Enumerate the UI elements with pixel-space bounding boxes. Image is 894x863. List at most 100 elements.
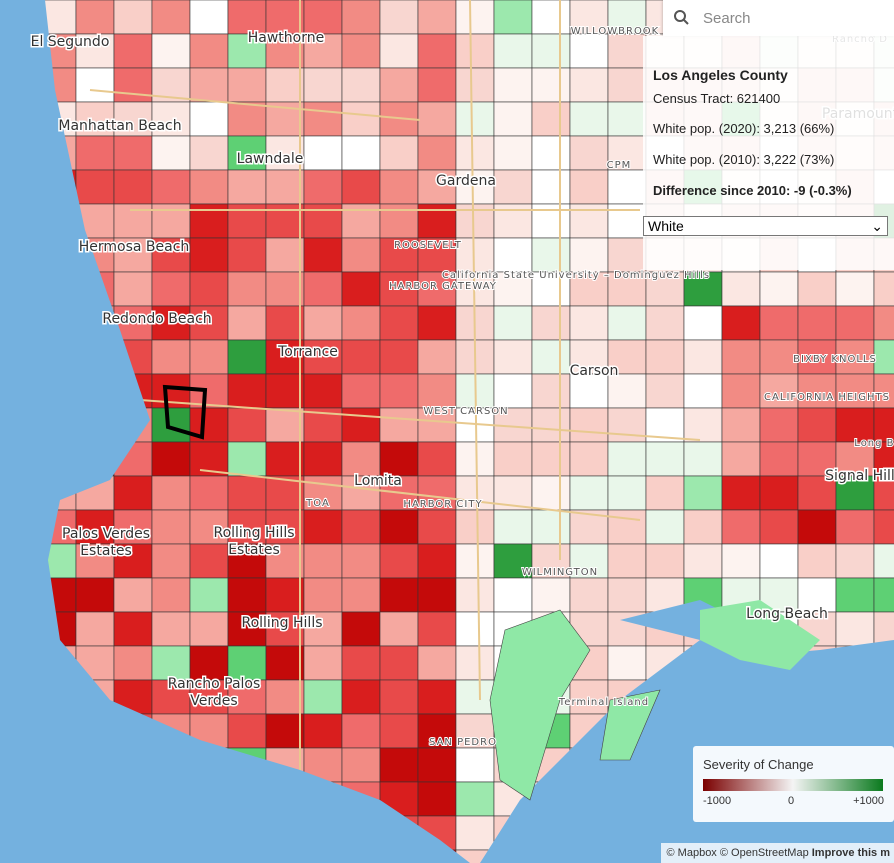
census-tract[interactable] xyxy=(189,611,229,647)
census-tract[interactable] xyxy=(531,577,571,613)
census-tract[interactable] xyxy=(721,509,761,545)
census-tract[interactable] xyxy=(493,509,533,545)
census-tract[interactable] xyxy=(835,407,875,443)
census-tract[interactable] xyxy=(759,543,799,579)
census-tract[interactable] xyxy=(303,67,343,103)
census-tract[interactable] xyxy=(227,271,267,307)
census-tract[interactable] xyxy=(531,305,571,341)
census-tract[interactable] xyxy=(303,135,343,171)
census-tract[interactable] xyxy=(303,577,343,613)
census-tract[interactable] xyxy=(265,33,305,69)
census-tract[interactable] xyxy=(341,509,381,545)
census-tract[interactable] xyxy=(607,33,647,69)
census-tract[interactable] xyxy=(531,373,571,409)
census-tract[interactable] xyxy=(113,509,153,545)
census-tract[interactable] xyxy=(265,407,305,443)
census-tract[interactable] xyxy=(569,373,609,409)
census-tract[interactable] xyxy=(75,611,115,647)
census-tract[interactable] xyxy=(607,577,647,613)
census-tract[interactable] xyxy=(265,67,305,103)
census-tract[interactable] xyxy=(493,169,533,205)
census-tract[interactable] xyxy=(151,475,191,511)
census-tract[interactable] xyxy=(303,713,343,749)
census-tract[interactable] xyxy=(151,441,191,477)
census-tract[interactable] xyxy=(455,611,495,647)
census-tract[interactable] xyxy=(569,475,609,511)
census-tract[interactable] xyxy=(341,475,381,511)
census-tract[interactable] xyxy=(189,271,229,307)
census-tract[interactable] xyxy=(531,67,571,103)
census-tract[interactable] xyxy=(379,135,419,171)
census-tract[interactable] xyxy=(569,577,609,613)
census-tract[interactable] xyxy=(417,135,457,171)
census-tract[interactable] xyxy=(645,305,685,341)
census-tract[interactable] xyxy=(721,475,761,511)
census-tract[interactable] xyxy=(341,373,381,409)
census-tract[interactable] xyxy=(683,373,723,409)
census-tract[interactable] xyxy=(227,0,267,35)
census-tract[interactable] xyxy=(455,33,495,69)
census-tract[interactable] xyxy=(417,747,457,783)
census-tract[interactable] xyxy=(455,747,495,783)
census-tract[interactable] xyxy=(683,339,723,375)
census-tract[interactable] xyxy=(379,271,419,307)
census-tract[interactable] xyxy=(493,577,533,613)
census-tract[interactable] xyxy=(417,577,457,613)
census-tract[interactable] xyxy=(417,509,457,545)
census-tract[interactable] xyxy=(341,679,381,715)
census-tract[interactable] xyxy=(265,509,305,545)
census-tract[interactable] xyxy=(683,509,723,545)
census-tract[interactable] xyxy=(873,407,894,443)
census-tract[interactable] xyxy=(341,339,381,375)
census-tract[interactable] xyxy=(341,713,381,749)
census-tract[interactable] xyxy=(721,407,761,443)
census-tract[interactable] xyxy=(341,645,381,681)
census-tract[interactable] xyxy=(455,441,495,477)
census-tract[interactable] xyxy=(303,169,343,205)
census-tract[interactable] xyxy=(265,577,305,613)
census-tract[interactable] xyxy=(113,543,153,579)
census-tract[interactable] xyxy=(227,67,267,103)
census-tract[interactable] xyxy=(721,339,761,375)
census-tract[interactable] xyxy=(493,237,533,273)
census-tract[interactable] xyxy=(759,441,799,477)
census-tract[interactable] xyxy=(569,135,609,171)
census-tract[interactable] xyxy=(151,611,191,647)
census-tract[interactable] xyxy=(113,135,153,171)
census-tract[interactable] xyxy=(227,33,267,69)
census-tract[interactable] xyxy=(759,407,799,443)
census-tract[interactable] xyxy=(379,373,419,409)
census-tract[interactable] xyxy=(607,475,647,511)
census-tract[interactable] xyxy=(455,237,495,273)
census-tract[interactable] xyxy=(303,237,343,273)
census-tract[interactable] xyxy=(493,339,533,375)
census-tract[interactable] xyxy=(75,67,115,103)
census-tract[interactable] xyxy=(417,373,457,409)
census-tract[interactable] xyxy=(151,577,191,613)
census-tract[interactable] xyxy=(379,747,419,783)
census-tract[interactable] xyxy=(721,373,761,409)
census-tract[interactable] xyxy=(569,339,609,375)
census-tract[interactable] xyxy=(75,101,115,137)
census-tract[interactable] xyxy=(417,543,457,579)
census-tract[interactable] xyxy=(607,373,647,409)
census-tract[interactable] xyxy=(835,271,875,307)
census-tract[interactable] xyxy=(797,509,837,545)
census-tract[interactable] xyxy=(493,271,533,307)
census-tract[interactable] xyxy=(569,407,609,443)
census-tract[interactable] xyxy=(455,781,495,817)
census-tract[interactable] xyxy=(531,441,571,477)
census-tract[interactable] xyxy=(341,0,381,35)
census-tract[interactable] xyxy=(607,645,647,681)
census-tract[interactable] xyxy=(75,577,115,613)
census-tract[interactable] xyxy=(265,645,305,681)
census-tract[interactable] xyxy=(835,509,875,545)
census-tract[interactable] xyxy=(569,543,609,579)
census-tract[interactable] xyxy=(455,0,495,35)
census-tract[interactable] xyxy=(759,509,799,545)
census-tract[interactable] xyxy=(531,135,571,171)
census-tract[interactable] xyxy=(455,101,495,137)
census-tract[interactable] xyxy=(303,0,343,35)
census-tract[interactable] xyxy=(379,305,419,341)
census-tract[interactable] xyxy=(455,67,495,103)
